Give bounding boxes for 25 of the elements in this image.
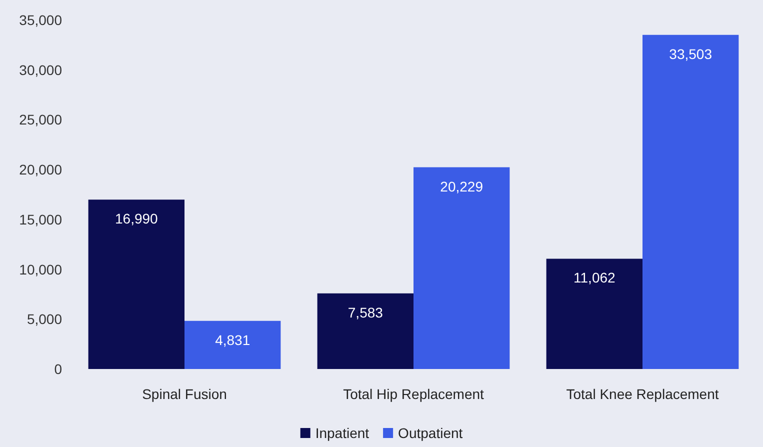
y-tick-label: 30,000 bbox=[19, 62, 62, 78]
data-label: 7,583 bbox=[348, 304, 384, 320]
y-tick-label: 15,000 bbox=[19, 211, 62, 228]
y-tick-label: 35,000 bbox=[19, 12, 62, 28]
y-tick-label: 10,000 bbox=[19, 261, 62, 278]
bar bbox=[88, 200, 184, 369]
bar bbox=[184, 320, 281, 369]
y-tick-label: 5,000 bbox=[26, 311, 62, 328]
bar bbox=[642, 34, 739, 369]
bar bbox=[546, 258, 642, 369]
y-tick-label: 20,000 bbox=[19, 162, 62, 178]
x-tick-label: Total Hip Replacement bbox=[343, 386, 484, 402]
data-label: 16,990 bbox=[114, 210, 158, 227]
bar bbox=[414, 167, 510, 369]
data-label: 11,062 bbox=[574, 270, 616, 286]
y-tick-label: 25,000 bbox=[19, 112, 62, 128]
data-label: 20,229 bbox=[440, 178, 484, 194]
x-tick-label: Total Knee Replacement bbox=[566, 386, 719, 402]
data-label: 4,831 bbox=[215, 332, 250, 348]
legend-label: Outpatient bbox=[398, 425, 463, 441]
y-tick-label: 0 bbox=[54, 361, 62, 377]
data-label: 33,503 bbox=[669, 46, 712, 62]
x-tick-label: Spinal Fusion bbox=[142, 386, 227, 402]
legend-label: Inpatient bbox=[315, 425, 370, 441]
bar bbox=[317, 293, 414, 369]
